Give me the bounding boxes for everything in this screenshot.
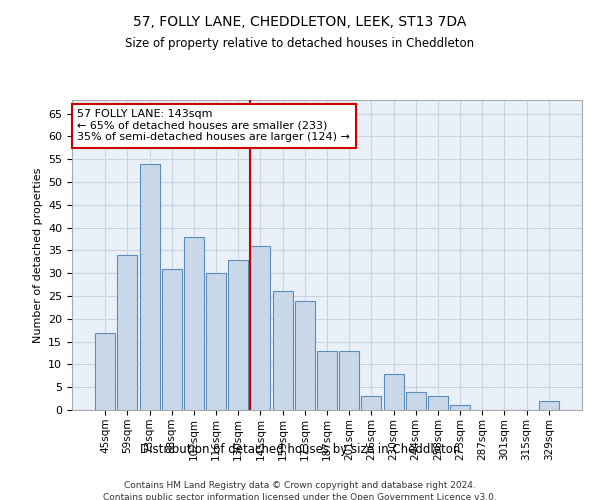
Bar xyxy=(406,392,426,410)
Bar xyxy=(140,164,160,410)
Text: Size of property relative to detached houses in Cheddleton: Size of property relative to detached ho… xyxy=(125,38,475,51)
Bar xyxy=(272,292,293,410)
Text: Contains public sector information licensed under the Open Government Licence v3: Contains public sector information licen… xyxy=(103,492,497,500)
Y-axis label: Number of detached properties: Number of detached properties xyxy=(32,168,43,342)
Bar xyxy=(539,401,559,410)
Bar xyxy=(383,374,404,410)
Bar xyxy=(295,300,315,410)
Bar xyxy=(118,255,137,410)
Bar xyxy=(228,260,248,410)
Text: Contains HM Land Registry data © Crown copyright and database right 2024.: Contains HM Land Registry data © Crown c… xyxy=(124,481,476,490)
Bar xyxy=(162,268,182,410)
Text: 57, FOLLY LANE, CHEDDLETON, LEEK, ST13 7DA: 57, FOLLY LANE, CHEDDLETON, LEEK, ST13 7… xyxy=(133,15,467,29)
Bar xyxy=(206,273,226,410)
Bar xyxy=(95,332,115,410)
Bar xyxy=(361,396,382,410)
Bar xyxy=(428,396,448,410)
Bar xyxy=(450,406,470,410)
Bar xyxy=(339,350,359,410)
Bar xyxy=(317,350,337,410)
Text: Distribution of detached houses by size in Cheddleton: Distribution of detached houses by size … xyxy=(140,442,460,456)
Text: 57 FOLLY LANE: 143sqm
← 65% of detached houses are smaller (233)
35% of semi-det: 57 FOLLY LANE: 143sqm ← 65% of detached … xyxy=(77,110,350,142)
Bar xyxy=(184,237,204,410)
Bar xyxy=(250,246,271,410)
